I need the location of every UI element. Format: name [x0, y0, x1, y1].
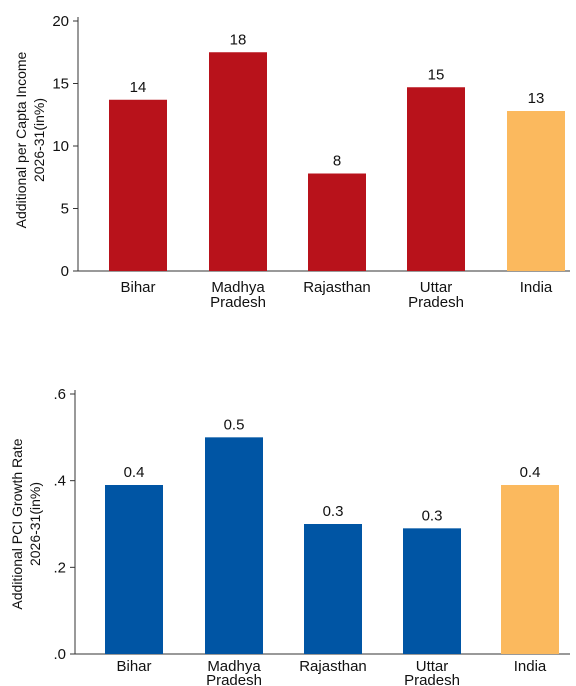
category-label: Bihar: [116, 658, 151, 675]
bar-madhya-pradesh: [209, 52, 267, 271]
bar-uttar-pradesh: [407, 87, 465, 271]
category-label: India: [520, 279, 553, 296]
y-axis-title: Additional PCI Growth Rate: [9, 438, 25, 609]
category-label: Uttar Pradesh: [408, 279, 464, 311]
data-label: 0.5: [224, 416, 245, 433]
y-tick-label: 20: [52, 13, 69, 30]
y-tick-label: 5: [61, 201, 69, 218]
category-label: Bihar: [120, 279, 155, 296]
chart-2: .0 .2 .4 .6 0.4 Bihar 0.5 Madhya Pradesh 0.3 Rajas…: [9, 386, 570, 686]
y-tick-label: 10: [52, 138, 69, 155]
data-label: 18: [230, 31, 247, 48]
bar-madhya-pradesh: [205, 437, 263, 654]
bar-india: [507, 111, 565, 271]
category-label: Rajasthan: [303, 279, 371, 296]
y-axis-title: 2026-31(in%): [27, 482, 43, 566]
category-label: Uttar Pradesh: [404, 658, 460, 686]
y-axis-title: Additional per Capta Income: [13, 51, 29, 228]
data-label: 15: [428, 66, 445, 83]
category-label: Madhya Pradesh: [210, 279, 266, 311]
bar-bihar: [109, 99, 167, 271]
data-label: 0.3: [323, 503, 344, 520]
category-label: Rajasthan: [299, 658, 367, 675]
data-label: 0.4: [124, 464, 145, 481]
data-label: 14: [130, 79, 147, 96]
y-tick-label: 0: [61, 263, 69, 280]
bar-bihar: [105, 485, 163, 654]
bar-rajasthan: [308, 173, 366, 271]
data-label: 0.4: [520, 464, 541, 481]
bar-rajasthan: [304, 524, 362, 654]
bar-india: [501, 485, 559, 654]
y-tick-label: .6: [53, 386, 66, 403]
category-label: Madhya Pradesh: [206, 658, 262, 686]
y-tick-label: .4: [53, 473, 66, 490]
chart-1: 0 5 10 15 20 14 Bihar 18 Madhya Pradesh 8 Rajasthan…: [13, 13, 570, 311]
data-label: 8: [333, 153, 341, 170]
data-label: 0.3: [422, 507, 443, 524]
bar-uttar-pradesh: [403, 528, 461, 654]
data-label: 13: [528, 90, 545, 107]
y-tick-label: .0: [53, 646, 66, 663]
category-label: India: [514, 658, 547, 675]
y-tick-label: .2: [53, 559, 66, 576]
y-tick-label: 15: [52, 76, 69, 93]
y-axis-title: 2026-31(in%): [31, 98, 47, 182]
